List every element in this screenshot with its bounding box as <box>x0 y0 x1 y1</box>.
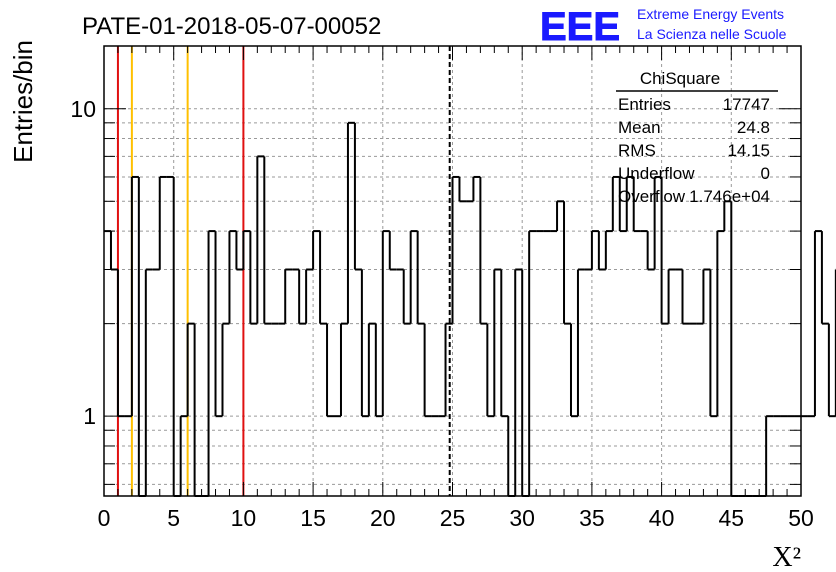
stats-label-underflow: Underflow <box>618 164 695 183</box>
stats-value-rms: 14.15 <box>727 141 770 160</box>
y-tick-label: 10 <box>70 96 96 122</box>
stats-value-mean: 24.8 <box>737 118 770 137</box>
stats-label-mean: Mean <box>618 118 661 137</box>
y-axis-label: Entries/bin <box>8 40 38 163</box>
chart-title: PATE-01-2018-05-07-00052 <box>82 13 381 40</box>
axes: 0 5 10 15 20 25 30 35 40 45 50 1 10 <box>70 45 814 531</box>
logo-eee-text: EEE <box>540 5 620 49</box>
x-tick-label: 40 <box>649 505 675 531</box>
logo-line-2: La Scienza nelle Scuole <box>637 26 787 42</box>
stats-value-underflow: 0 <box>761 164 770 183</box>
x-tick-label: 25 <box>440 505 466 531</box>
x-tick-label: 20 <box>370 505 396 531</box>
x-tick-label: 30 <box>509 505 535 531</box>
stats-value-overflow: 1.746e+04 <box>689 187 770 206</box>
stats-label-overflow: Overflow <box>618 187 686 206</box>
stats-title: ChiSquare <box>640 69 720 88</box>
x-tick-label: 35 <box>579 505 605 531</box>
x-tick-label: 5 <box>167 505 180 531</box>
x-tick-label: 15 <box>300 505 326 531</box>
x-tick-label: 45 <box>719 505 745 531</box>
stats-value-entries: 17747 <box>723 95 770 114</box>
stats-label-rms: RMS <box>618 141 656 160</box>
stats-box: ChiSquare Entries 17747 Mean 24.8 RMS 14… <box>616 69 778 206</box>
reference-lines <box>116 46 451 496</box>
x-tick-label: 0 <box>98 505 111 531</box>
histogram-bars <box>104 121 836 497</box>
x-tick-label: 10 <box>231 505 257 531</box>
stats-label-entries: Entries <box>618 95 671 114</box>
x-axis-label: X² <box>772 542 801 572</box>
logo-line-1: Extreme Energy Events <box>637 6 784 22</box>
x-tick-label: 50 <box>788 505 814 531</box>
y-tick-label: 1 <box>83 403 96 429</box>
